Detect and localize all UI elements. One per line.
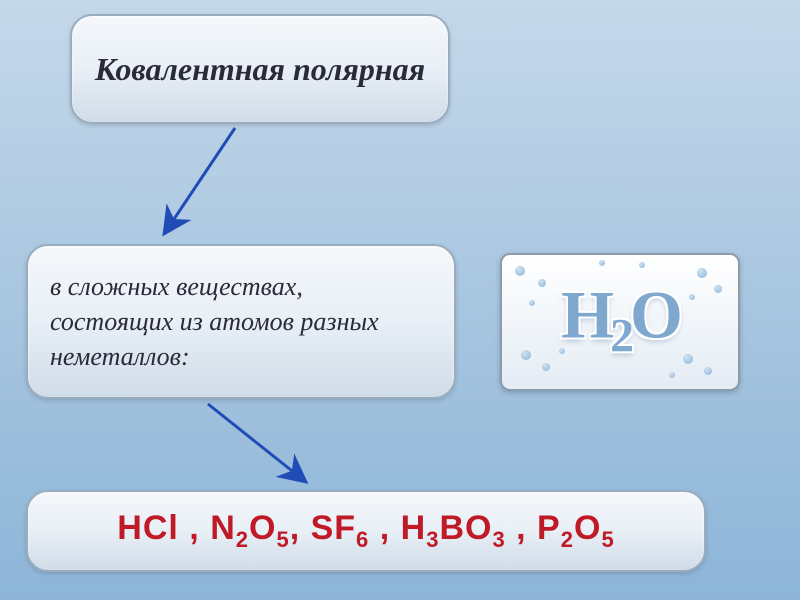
formulas-box: HCl , N2O5, SF6 , H3BO3 , P2O5 [26,490,706,572]
water-bubble [714,285,722,293]
water-bubble [669,372,675,378]
h2o-image-card: H2O [500,253,740,391]
middle-box: в сложных веществах, состоящих из атомов… [26,244,456,399]
water-bubble [515,266,525,276]
formulas-text: HCl , N2O5, SF6 , H3BO3 , P2O5 [117,509,614,553]
water-bubble [538,279,546,287]
water-bubble [542,363,550,371]
h2o-graphic: H2O [502,255,738,389]
water-bubble [689,294,695,300]
water-bubble [599,260,605,266]
water-bubble [704,367,712,375]
arrow-middle-to-bottom [190,398,330,498]
arrow-title-to-middle [140,120,260,250]
water-bubble [697,268,707,278]
title-text: Ковалентная полярная [95,49,425,89]
water-bubble [683,354,693,364]
h2o-label: H2O [561,280,679,360]
middle-text: в сложных веществах, состоящих из атомов… [50,269,432,374]
water-bubble [529,300,535,306]
water-bubble [521,350,531,360]
title-box: Ковалентная полярная [70,14,450,124]
water-bubble [639,262,645,268]
